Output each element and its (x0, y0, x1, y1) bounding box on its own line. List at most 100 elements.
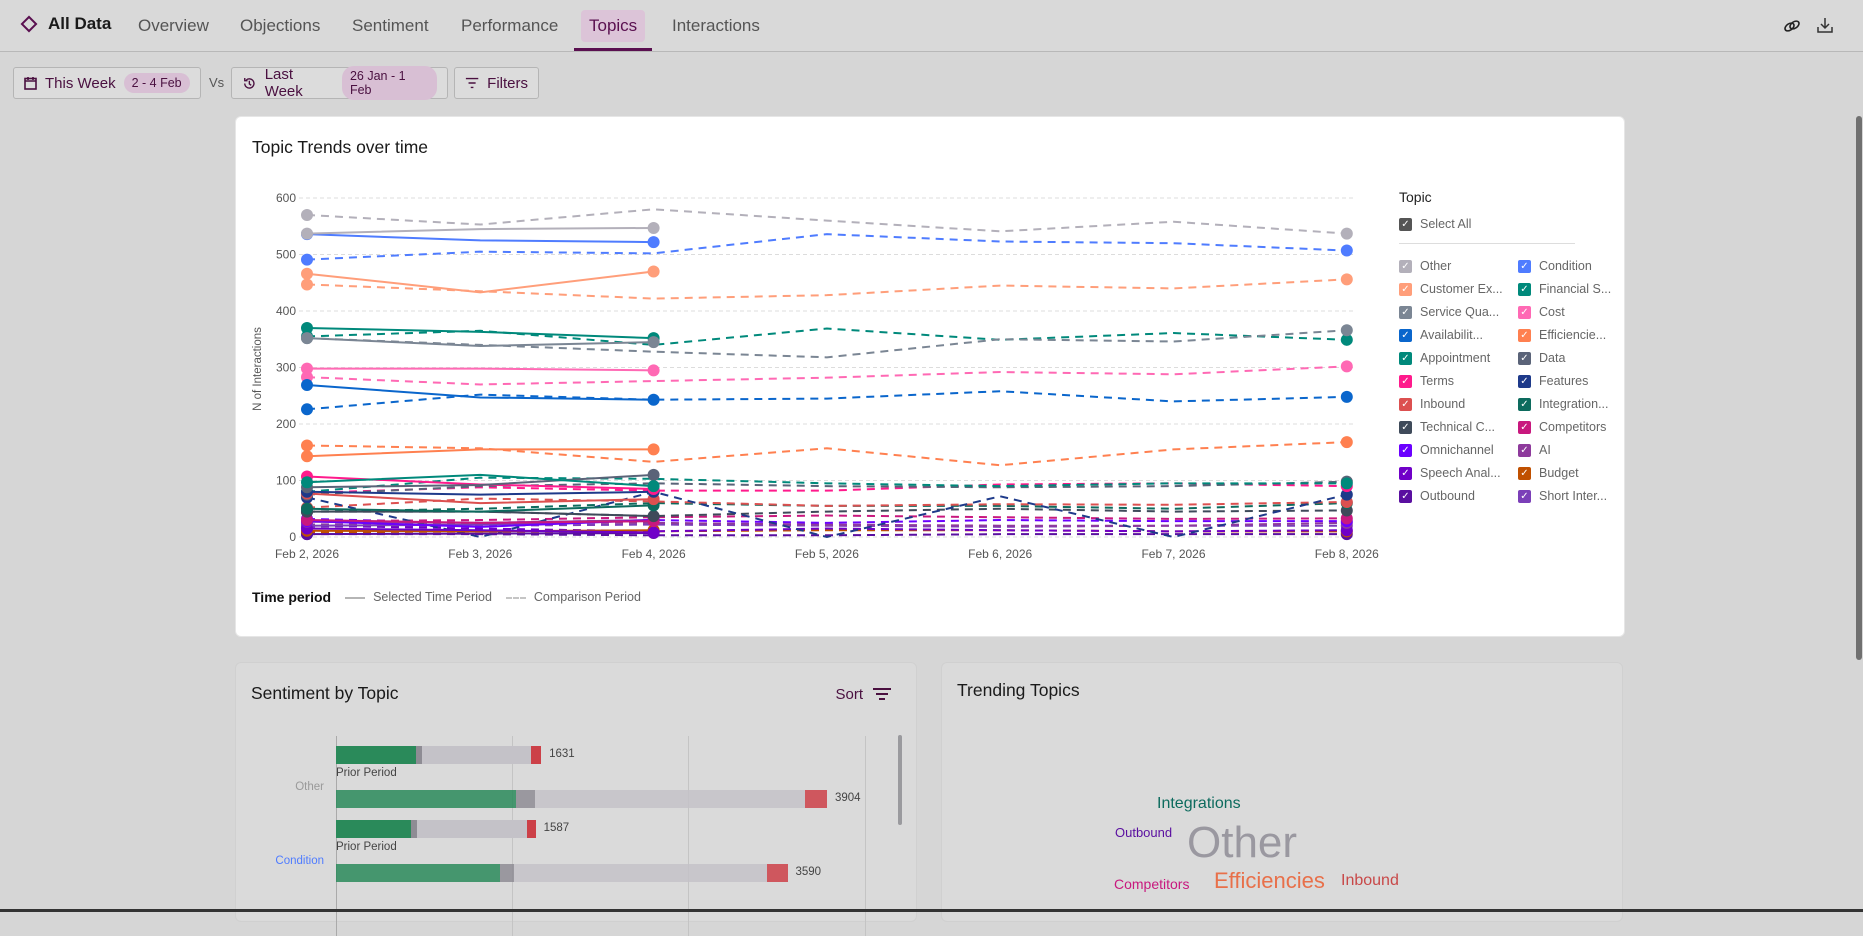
select-all-checkbox[interactable]: ✓ Select All (1399, 217, 1471, 231)
word-cloud-term[interactable]: Outbound (1115, 825, 1173, 840)
tab-interactions[interactable]: Interactions (672, 16, 760, 35)
sentiment-segment[interactable] (513, 864, 767, 882)
all-data-button[interactable]: All Data (20, 14, 111, 34)
sentiment-segment[interactable] (805, 790, 827, 808)
legend-item[interactable]: ✓ Data (1518, 351, 1565, 365)
topic-label[interactable]: Condition (275, 855, 324, 867)
trending-title: Trending Topics (957, 680, 1080, 700)
top-nav: All Data Overview Objections Sentiment P… (0, 0, 1863, 52)
sentiment-segment[interactable] (336, 864, 501, 882)
legend-item[interactable]: ✓ Short Inter... (1518, 489, 1607, 503)
tab-objections[interactable]: Objections (240, 16, 321, 35)
comparison-line (306, 365, 1347, 386)
selected-point (647, 336, 660, 349)
word-cloud-term[interactable]: Integrations (1157, 795, 1241, 812)
x-tick-label: Feb 3, 2026 (448, 547, 512, 561)
word-cloud-term[interactable]: Inbound (1341, 872, 1399, 889)
legend-item[interactable]: ✓ Availabilit... (1399, 328, 1483, 342)
legend-label: Efficiencie... (1539, 328, 1607, 342)
last-week-label: Last Week (264, 66, 303, 100)
comparison-point (1340, 360, 1353, 373)
link-icon[interactable] (1782, 16, 1802, 36)
sort-button[interactable]: Sort (835, 686, 891, 703)
selected-point (301, 362, 313, 375)
word-cloud-term[interactable]: Efficiencies (1214, 868, 1325, 893)
bottom-edge (0, 909, 1863, 912)
legend-item[interactable]: ✓ Omnichannel (1399, 443, 1494, 457)
comparison-point (301, 208, 313, 221)
sentiment-segment[interactable] (416, 820, 527, 838)
legend-item[interactable]: ✓ Inbound (1399, 397, 1465, 411)
x-tick-label: Feb 6, 2026 (968, 547, 1032, 561)
checkbox-icon: ✓ (1518, 489, 1531, 503)
sentiment-segment[interactable] (766, 864, 788, 882)
selected-line (306, 519, 654, 524)
topic-label[interactable]: Other (295, 781, 324, 793)
tab-performance[interactable]: Performance (461, 16, 559, 35)
this-week-button[interactable]: This Week 2 - 4 Feb (13, 67, 201, 99)
tab-topics[interactable]: Topics (581, 10, 646, 42)
selected-point (647, 221, 660, 234)
sentiment-scrollbar[interactable] (898, 735, 902, 825)
sentiment-segment[interactable] (526, 820, 536, 838)
word-cloud-term[interactable]: Competitors (1114, 876, 1190, 892)
sentiment-segment[interactable] (410, 820, 417, 838)
x-tick-label: Feb 7, 2026 (1141, 547, 1205, 561)
sentiment-segment[interactable] (416, 746, 423, 764)
selected-line (307, 367, 654, 372)
legend-item[interactable]: ✓ Appointment (1399, 351, 1490, 365)
legend-item[interactable]: ✓ Integration... (1518, 397, 1609, 411)
legend-item[interactable]: ✓ AI (1518, 443, 1551, 457)
sentiment-segment[interactable] (535, 790, 806, 808)
legend-label: Service Qua... (1420, 305, 1500, 319)
checkbox-icon: ✓ (1399, 420, 1412, 434)
legend-label: AI (1539, 443, 1551, 457)
legend-item[interactable]: ✓ Cost (1518, 305, 1565, 319)
download-icon[interactable] (1815, 16, 1835, 36)
sentiment-segment[interactable] (500, 864, 514, 882)
legend-item[interactable]: ✓ Other (1399, 259, 1451, 273)
tab-sentiment[interactable]: Sentiment (352, 16, 429, 35)
page-scrollbar[interactable] (1856, 116, 1862, 660)
selected-point (301, 450, 313, 463)
legend-item[interactable]: ✓ Speech Anal... (1399, 466, 1501, 480)
comparison-point (301, 278, 313, 291)
legend-item[interactable]: ✓ Condition (1518, 259, 1592, 273)
active-tab-indicator (574, 48, 652, 51)
legend-item[interactable]: ✓ Competitors (1518, 420, 1606, 434)
legend-item[interactable]: ✓ Customer Ex... (1399, 282, 1503, 296)
sentiment-segment[interactable] (336, 790, 516, 808)
legend-item[interactable]: ✓ Budget (1518, 466, 1579, 480)
sentiment-segment[interactable] (515, 790, 536, 808)
sentiment-segment[interactable] (336, 746, 416, 764)
legend-label: Omnichannel (1420, 443, 1494, 457)
checkbox-icon: ✓ (1518, 351, 1531, 365)
comparison-line (306, 233, 1347, 261)
checkbox-icon: ✓ (1399, 374, 1412, 388)
sentiment-segment[interactable] (530, 746, 542, 764)
selected-point (647, 468, 660, 481)
tab-overview[interactable]: Overview (138, 16, 209, 35)
legend-label: Data (1539, 351, 1566, 365)
word-cloud-term[interactable]: Other (1187, 818, 1298, 867)
legend-selected-period: Selected Time Period (345, 590, 492, 604)
selected-point (301, 227, 313, 240)
last-week-button[interactable]: Last Week 26 Jan - 1 Feb (231, 66, 448, 100)
filters-button[interactable]: Filters (454, 67, 539, 99)
legend-item[interactable]: ✓ Terms (1399, 374, 1454, 388)
legend-item[interactable]: ✓ Features (1518, 374, 1588, 388)
checkbox-icon: ✓ (1399, 351, 1412, 365)
sentiment-segment[interactable] (336, 820, 411, 838)
legend-item[interactable]: ✓ Financial S... (1518, 282, 1611, 296)
sentiment-segment[interactable] (422, 746, 531, 764)
legend-item[interactable]: ✓ Technical C... (1399, 420, 1495, 434)
legend-item[interactable]: ✓ Efficiencie... (1518, 328, 1606, 342)
y-tick-label: 300 (276, 361, 296, 375)
legend-item[interactable]: ✓ Outbound (1399, 489, 1475, 503)
select-all-label: Select All (1420, 217, 1472, 231)
legend-item[interactable]: ✓ Service Qua... (1399, 305, 1499, 319)
trending-topics-card: Trending Topics Integrations Outbound Othe… (941, 662, 1623, 922)
comparison-line (306, 441, 1347, 467)
selected-point (301, 514, 313, 527)
comparison-line (306, 208, 1347, 235)
